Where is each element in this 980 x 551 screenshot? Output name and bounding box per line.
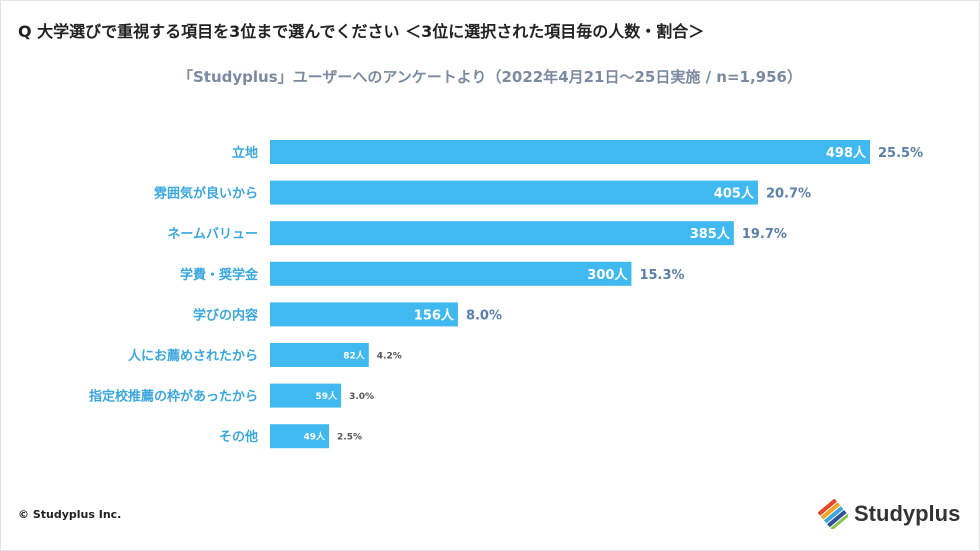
value-label: 49人 bbox=[304, 431, 327, 443]
category-label: 人にお薦めされたから bbox=[128, 348, 258, 364]
percent-label: 15.3% bbox=[639, 268, 684, 283]
percent-label: 3.0% bbox=[349, 392, 374, 402]
question-title: Q 大学選びで重視する項目を3位まで選んでください ＜3位に選択された項目毎の人… bbox=[18, 22, 705, 41]
bar bbox=[270, 383, 342, 408]
bar bbox=[270, 302, 458, 327]
percent-label: 20.7% bbox=[766, 187, 811, 202]
bar bbox=[270, 343, 369, 367]
percent-label: 2.5% bbox=[337, 433, 362, 443]
percent-label: 25.5% bbox=[878, 146, 923, 161]
copyright-text: © Studyplus Inc. bbox=[18, 508, 122, 521]
category-label: 指定校推薦の枠があったから bbox=[89, 389, 258, 405]
category-label: 雰囲気が良いから bbox=[154, 186, 258, 202]
percent-label: 19.7% bbox=[742, 227, 787, 242]
studyplus-logo: Studyplus bbox=[818, 497, 960, 531]
category-label: ネームバリュー bbox=[167, 227, 258, 242]
value-label: 156人 bbox=[414, 307, 455, 323]
studyplus-logo-icon bbox=[818, 499, 848, 529]
bar bbox=[270, 424, 330, 449]
category-label: 立地 bbox=[232, 145, 258, 161]
bar bbox=[270, 261, 632, 286]
value-label: 300人 bbox=[587, 267, 628, 283]
percent-label: 8.0% bbox=[466, 308, 502, 323]
value-label: 59人 bbox=[316, 390, 339, 402]
bar bbox=[270, 180, 758, 205]
value-label: 498人 bbox=[826, 145, 867, 161]
category-label: 学びの内容 bbox=[193, 307, 258, 323]
value-label: 385人 bbox=[690, 226, 731, 242]
category-label: 学費・奨学金 bbox=[180, 267, 259, 283]
survey-subtitle: 「Studyplus」ユーザーへのアンケートより（2022年4月21日〜25日実… bbox=[177, 68, 802, 86]
percent-label: 4.2% bbox=[377, 352, 402, 362]
logo-text: Studyplus bbox=[854, 501, 961, 526]
value-label: 405人 bbox=[714, 186, 755, 202]
bar bbox=[270, 221, 734, 246]
bar bbox=[270, 140, 870, 164]
value-label: 82人 bbox=[343, 350, 366, 362]
category-label: その他 bbox=[219, 429, 258, 445]
